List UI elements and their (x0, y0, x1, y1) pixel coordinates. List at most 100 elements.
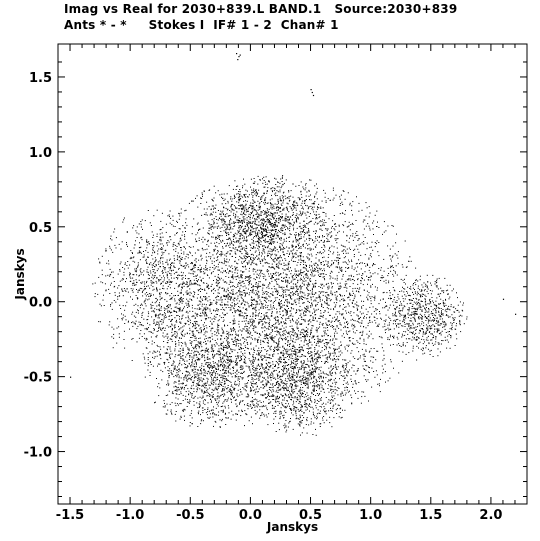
data-point (382, 326, 384, 328)
data-point (224, 381, 226, 382)
data-point (263, 258, 265, 260)
data-point (253, 273, 255, 275)
data-point (296, 285, 298, 287)
data-point (232, 312, 233, 314)
data-point (252, 247, 254, 249)
data-point (272, 375, 274, 377)
data-point (283, 347, 285, 349)
data-point (274, 222, 275, 224)
data-point (291, 409, 293, 411)
data-point (296, 218, 298, 219)
data-point (298, 302, 300, 304)
data-point (280, 238, 282, 239)
data-point (334, 229, 336, 231)
data-point (241, 334, 242, 336)
data-point (242, 348, 244, 349)
data-point (278, 343, 280, 345)
data-point (241, 320, 243, 322)
data-point (398, 307, 400, 309)
data-point (285, 339, 287, 340)
data-point (372, 338, 374, 340)
data-point (304, 330, 306, 332)
data-point (366, 275, 368, 277)
data-point (219, 278, 220, 280)
data-point (283, 355, 284, 357)
data-point (271, 238, 273, 240)
data-point (193, 218, 195, 220)
data-point (289, 199, 291, 201)
data-point (392, 255, 394, 257)
data-point (242, 299, 244, 301)
data-point (399, 345, 401, 346)
data-point (221, 196, 222, 198)
data-point (320, 206, 322, 208)
data-point (236, 343, 238, 345)
data-point (201, 315, 203, 317)
data-point (279, 346, 281, 348)
data-point (268, 386, 270, 388)
data-point (270, 213, 272, 214)
data-point (319, 228, 321, 230)
data-point (207, 286, 209, 288)
data-point (259, 417, 261, 419)
data-point (262, 283, 264, 285)
data-point (369, 276, 371, 278)
data-point (283, 291, 285, 293)
data-point (213, 321, 215, 323)
data-point (197, 380, 199, 381)
data-point (313, 211, 315, 213)
data-point (383, 320, 385, 322)
data-point (266, 337, 268, 339)
data-point (206, 315, 208, 317)
data-point (281, 352, 283, 354)
data-point (389, 290, 390, 292)
data-point (246, 239, 248, 241)
data-point (151, 340, 153, 342)
data-point (245, 413, 247, 415)
data-point (321, 350, 323, 352)
data-point (375, 322, 377, 324)
data-point (253, 254, 254, 256)
data-point (279, 207, 280, 209)
data-point (370, 275, 372, 277)
data-point (229, 390, 231, 392)
data-point (273, 349, 275, 351)
data-point (205, 265, 207, 267)
data-point (217, 310, 219, 312)
data-point (333, 262, 335, 263)
data-point (305, 280, 307, 282)
data-point (201, 367, 202, 369)
data-point (373, 220, 375, 222)
data-point (384, 371, 386, 373)
data-point (225, 245, 227, 247)
data-point (296, 363, 298, 365)
data-point (336, 311, 338, 313)
data-point (292, 334, 294, 336)
data-point (267, 338, 269, 340)
data-point (338, 320, 340, 321)
data-point (270, 240, 272, 242)
data-point (331, 325, 333, 326)
data-point (181, 299, 183, 300)
data-point (361, 300, 362, 302)
data-point (336, 299, 338, 301)
data-point (251, 360, 253, 362)
data-point (342, 224, 344, 226)
data-point (384, 325, 386, 327)
data-point (332, 220, 334, 222)
data-point (173, 242, 175, 243)
data-point (210, 256, 212, 258)
data-point (403, 331, 405, 332)
data-point (271, 248, 273, 250)
data-point (254, 398, 256, 400)
data-point (350, 294, 352, 296)
data-point (299, 344, 301, 346)
data-point (243, 266, 245, 268)
data-point (313, 286, 315, 288)
data-point (274, 288, 276, 290)
data-point (211, 283, 213, 285)
data-point (314, 213, 316, 215)
data-point (285, 349, 287, 351)
data-point (260, 316, 262, 318)
data-point (266, 357, 268, 359)
